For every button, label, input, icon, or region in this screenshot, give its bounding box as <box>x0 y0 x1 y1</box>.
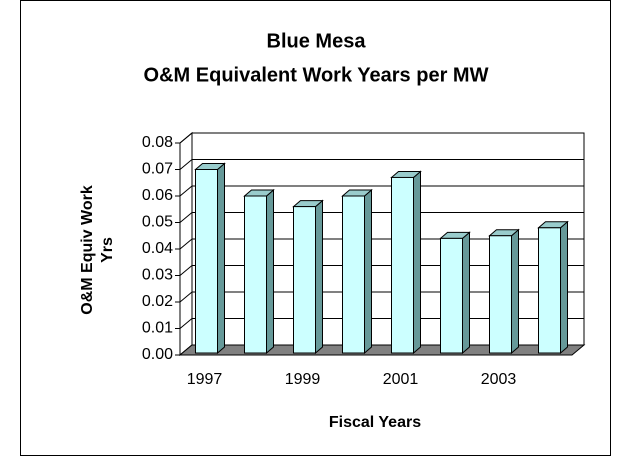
bar <box>538 227 561 354</box>
bar-side <box>560 220 568 355</box>
bar <box>342 195 365 354</box>
bar-side <box>315 199 323 355</box>
y-tick-label: 0.03 <box>142 267 173 284</box>
bar <box>489 235 512 354</box>
bar-side <box>413 170 421 355</box>
grid-line <box>179 212 584 223</box>
bar <box>440 237 463 354</box>
bar <box>293 206 316 354</box>
x-tick-label: 2003 <box>481 371 517 388</box>
y-tick-label: 0.04 <box>142 240 173 257</box>
y-tick-label: 0.00 <box>142 346 173 363</box>
bar-side <box>462 231 470 355</box>
bar <box>391 176 414 354</box>
x-tick-label: 1997 <box>187 371 223 388</box>
bar <box>244 195 267 354</box>
bar-side <box>364 188 372 355</box>
y-tick-label: 0.06 <box>142 187 173 204</box>
bar-side <box>217 162 225 355</box>
grid-line <box>179 159 584 170</box>
y-axis-title: O&M Equiv Work <box>79 185 96 315</box>
grid-line <box>179 132 584 144</box>
y-tick-label: 0.01 <box>142 320 173 337</box>
bar <box>195 169 218 354</box>
bar-side <box>511 228 519 355</box>
y-tick-label: 0.05 <box>142 214 173 231</box>
y-tick-label: 0.07 <box>142 161 173 178</box>
y-axis-title: Yrs <box>99 237 116 263</box>
x-tick-label: 2001 <box>383 371 419 388</box>
grid-line <box>179 185 584 197</box>
chart-subtitle: O&M Equivalent Work Years per MW <box>144 64 489 86</box>
chart-title: Blue Mesa <box>267 30 367 52</box>
floor <box>178 344 586 356</box>
x-tick-label: 1999 <box>285 371 321 388</box>
x-axis-title: Fiscal Years <box>329 414 421 431</box>
y-tick-label: 0.02 <box>142 293 173 310</box>
y-tick-label: 0.08 <box>142 134 173 151</box>
bar-side <box>266 188 274 355</box>
